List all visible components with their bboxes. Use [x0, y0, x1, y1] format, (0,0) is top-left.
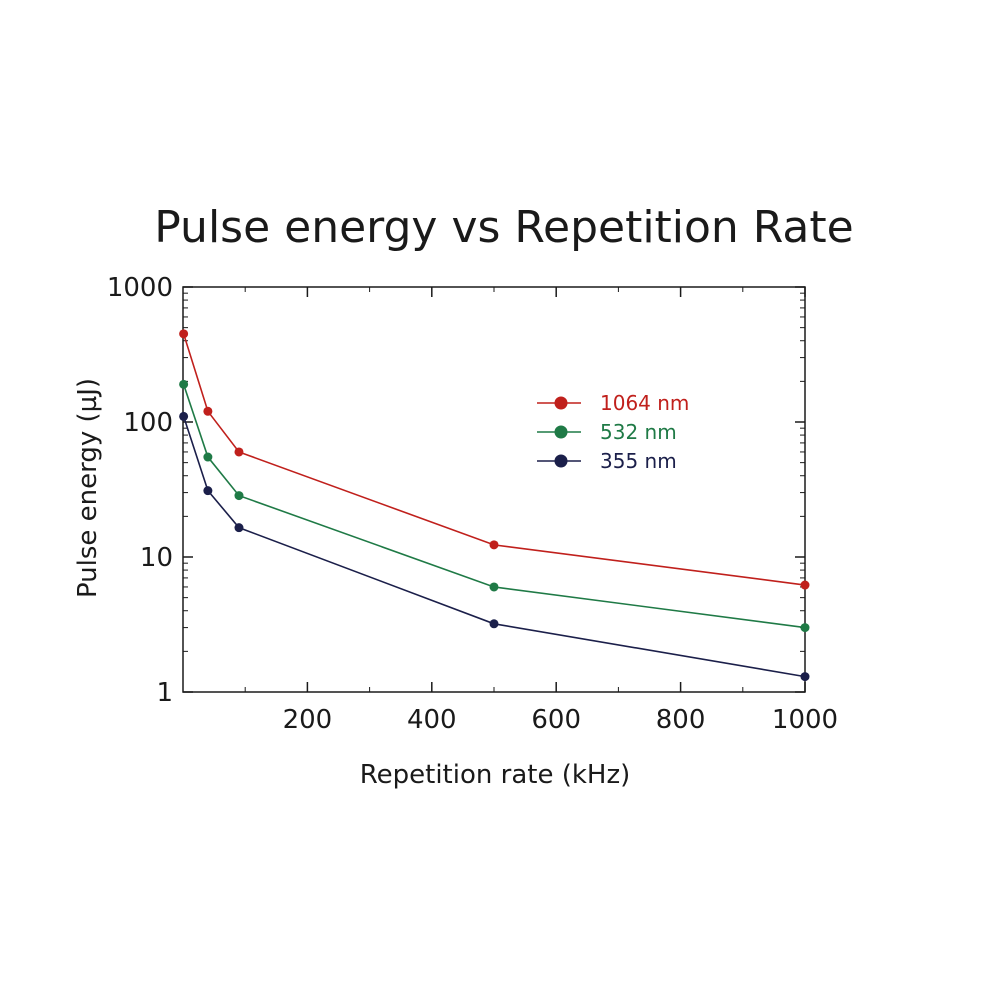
legend-label: 532 nm — [600, 420, 677, 444]
y-axis-label: Pulse energy (µJ) — [73, 378, 103, 598]
series-point — [179, 329, 189, 339]
x-tick-label: 200 — [283, 705, 333, 735]
legend-marker — [554, 454, 568, 468]
legend-marker — [554, 396, 568, 410]
y-tick-label: 100 — [123, 408, 173, 438]
legend-label: 1064 nm — [600, 391, 689, 415]
x-tick-label: 600 — [531, 705, 581, 735]
x-axis-ticks: 200 400 600 800 1000 — [283, 287, 838, 735]
chart-title: Pulse energy vs Repetition Rate — [154, 202, 853, 253]
series-point — [234, 523, 244, 533]
x-tick-label: 400 — [407, 705, 457, 735]
series-point — [234, 447, 244, 457]
series-point — [203, 486, 213, 496]
series-point — [489, 619, 499, 629]
series-layer — [179, 329, 810, 682]
series-point — [234, 491, 244, 501]
minor-ticks — [183, 287, 805, 692]
series-point — [800, 580, 810, 590]
y-tick-label: 1000 — [107, 273, 173, 303]
x-axis-label: Repetition rate (kHz) — [360, 760, 631, 790]
series-point — [203, 452, 213, 462]
series-point — [800, 623, 810, 633]
y-axis-ticks: 1 10 100 1000 — [107, 273, 805, 708]
y-tick-label: 1 — [156, 678, 173, 708]
plot-frame — [182, 286, 806, 693]
series-point — [203, 406, 213, 416]
series-point — [179, 379, 189, 389]
series-point — [800, 672, 810, 682]
series-point — [489, 540, 499, 550]
legend-label: 355 nm — [600, 449, 677, 473]
x-tick-label: 1000 — [772, 705, 838, 735]
legend: 1064 nm 532 nm 355 nm — [537, 391, 689, 473]
series-point — [489, 582, 499, 592]
legend-marker — [554, 425, 568, 439]
series-point — [179, 411, 189, 421]
y-tick-label: 10 — [140, 543, 173, 573]
x-tick-label: 800 — [656, 705, 706, 735]
